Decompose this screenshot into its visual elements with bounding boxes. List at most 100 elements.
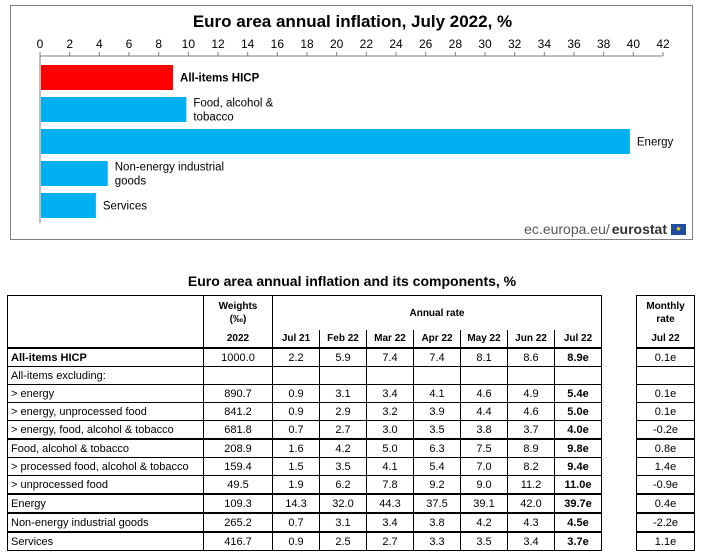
rate-cell [413, 366, 461, 385]
x-tick-label: 12 [211, 37, 225, 51]
rate-cell: 9.4e [554, 457, 602, 476]
x-tick-label: 26 [419, 37, 433, 51]
weight-cell: 890.7 [203, 384, 273, 403]
table-row: All-items excluding: [7, 366, 602, 385]
rate-cell [507, 366, 555, 385]
rate-cell: 11.0e [554, 475, 602, 495]
monthly-row: -0.2e [636, 420, 695, 440]
month-header: Jul 22 [554, 330, 602, 349]
rate-cell: 44.3 [366, 493, 414, 514]
rate-cell: 8.9 [507, 438, 555, 458]
monthly-rate-header: Monthly rate [636, 295, 695, 330]
chart-title: Euro area annual inflation, July 2022, % [192, 12, 513, 31]
row-label: All-items HICP [7, 347, 204, 367]
rate-cell: 7.5 [460, 438, 508, 458]
monthly-cell: -2.2e [636, 512, 695, 533]
monthly-rate-table: Monthly rate Jul 22 0.1e 0.1e 0.1e -0.2e 0.8… [636, 295, 695, 551]
month-header: Feb 22 [319, 330, 367, 349]
monthly-cell: 0.1e [636, 347, 695, 367]
rate-cell [366, 366, 414, 385]
monthly-label-1: Monthly [646, 301, 685, 312]
weight-cell: 681.8 [203, 420, 273, 440]
rate-cell: 3.7 [507, 420, 555, 440]
weight-cell [203, 366, 273, 385]
rate-cell: 3.8 [413, 512, 461, 533]
monthly-row: 1.1e [636, 531, 695, 551]
rate-cell: 7.8 [366, 475, 414, 495]
rate-cell [460, 366, 508, 385]
table-row: Non-energy industrial goods 265.2 0.7 3.1 3.… [7, 512, 602, 533]
rate-cell [319, 366, 367, 385]
x-tick-label: 28 [449, 37, 463, 51]
monthly-row: 0.1e [636, 384, 695, 403]
rate-cell: 3.1 [319, 512, 367, 533]
rate-cell: 3.1 [319, 384, 367, 403]
rate-cell: 42.0 [507, 493, 555, 514]
table-row: > energy, unprocessed food 841.2 0.9 2.9 3.2… [7, 402, 602, 421]
month-header: Jun 22 [507, 330, 555, 349]
rate-cell: 2.7 [366, 531, 414, 551]
rate-cell: 2.7 [319, 420, 367, 440]
rate-cell: 3.2 [366, 402, 414, 421]
rate-cell: 3.4 [366, 512, 414, 533]
x-tick-label: 34 [538, 37, 552, 51]
rate-cell: 2.5 [319, 531, 367, 551]
bar-label: goods [115, 176, 147, 188]
rate-cell: 4.6 [460, 384, 508, 403]
monthly-row [636, 366, 695, 385]
month-header: Jul 21 [272, 330, 320, 349]
rate-cell: 8.1 [460, 347, 508, 367]
rate-cell: 8.2 [507, 457, 555, 476]
rate-cell: 8.9e [554, 347, 602, 367]
rate-cell: 9.0 [460, 475, 508, 495]
table-row: All-items HICP 1000.0 2.2 5.9 7.4 7.4 8.1 8.6 8.… [7, 347, 602, 367]
weight-cell: 208.9 [203, 438, 273, 458]
monthly-row: 0.1e [636, 347, 695, 367]
table-row: > processed food, alcohol & tobacco 159.4… [7, 457, 602, 476]
weight-cell: 841.2 [203, 402, 273, 421]
table-title: Euro area annual inflation and its compo… [187, 273, 517, 289]
eu-flag-icon: ★ [671, 223, 686, 235]
row-label: Energy [7, 493, 204, 514]
annual-rate-header: Annual rate [272, 295, 602, 330]
x-tick-label: 42 [656, 37, 670, 51]
x-tick-label: 8 [155, 37, 162, 51]
weight-cell: 416.7 [203, 531, 273, 551]
x-tick-label: 2 [66, 37, 73, 51]
bar-chart: 0 2 4 6 8 10 12 14 16 18 20 22 24 26 28 30 32 34 36 38 40 42A… [37, 37, 674, 223]
x-tick-label: 6 [126, 37, 133, 51]
rate-cell: 14.3 [272, 493, 320, 514]
monthly-row: 1.4e [636, 457, 695, 476]
weight-cell: 1000.0 [203, 347, 273, 367]
rate-cell: 0.9 [272, 384, 320, 403]
x-tick-label: 32 [508, 37, 522, 51]
weights-header: Weights (‰) [203, 295, 273, 330]
rate-cell: 3.0 [366, 420, 414, 440]
row-label: Services [7, 531, 204, 551]
rate-cell: 4.5e [554, 512, 602, 533]
row-label: > processed food, alcohol & tobacco [7, 457, 204, 476]
rate-cell: 7.4 [413, 347, 461, 367]
table-row: > unprocessed food 49.5 1.9 6.2 7.8 9.2 9.0 11.… [7, 475, 602, 495]
table-row: > energy 890.7 0.9 3.1 3.4 4.1 4.6 4.9 5.4e [7, 384, 602, 403]
rate-cell [554, 366, 602, 385]
inflation-table: Weights (‰) Annual rate 2022 Jul 21 Feb 2… [7, 295, 602, 551]
rate-cell: 5.4 [413, 457, 461, 476]
rate-cell: 8.6 [507, 347, 555, 367]
header-blank [7, 295, 204, 330]
weights-year: 2022 [203, 330, 273, 349]
rate-cell: 3.7e [554, 531, 602, 551]
rate-cell: 2.2 [272, 347, 320, 367]
rate-cell: 3.5 [460, 531, 508, 551]
x-tick-label: 24 [389, 37, 403, 51]
rate-cell: 4.9 [507, 384, 555, 403]
table-row: Food, alcohol & tobacco 208.9 1.6 4.2 5.0 6.3… [7, 438, 602, 458]
row-label: All-items excluding: [7, 366, 204, 385]
rate-cell: 0.7 [272, 420, 320, 440]
month-header: Mar 22 [366, 330, 414, 349]
rate-cell: 6.3 [413, 438, 461, 458]
monthly-cell: 0.1e [636, 384, 695, 403]
rate-cell: 3.4 [507, 531, 555, 551]
rate-cell: 9.8e [554, 438, 602, 458]
monthly-cell: 0.4e [636, 493, 695, 514]
